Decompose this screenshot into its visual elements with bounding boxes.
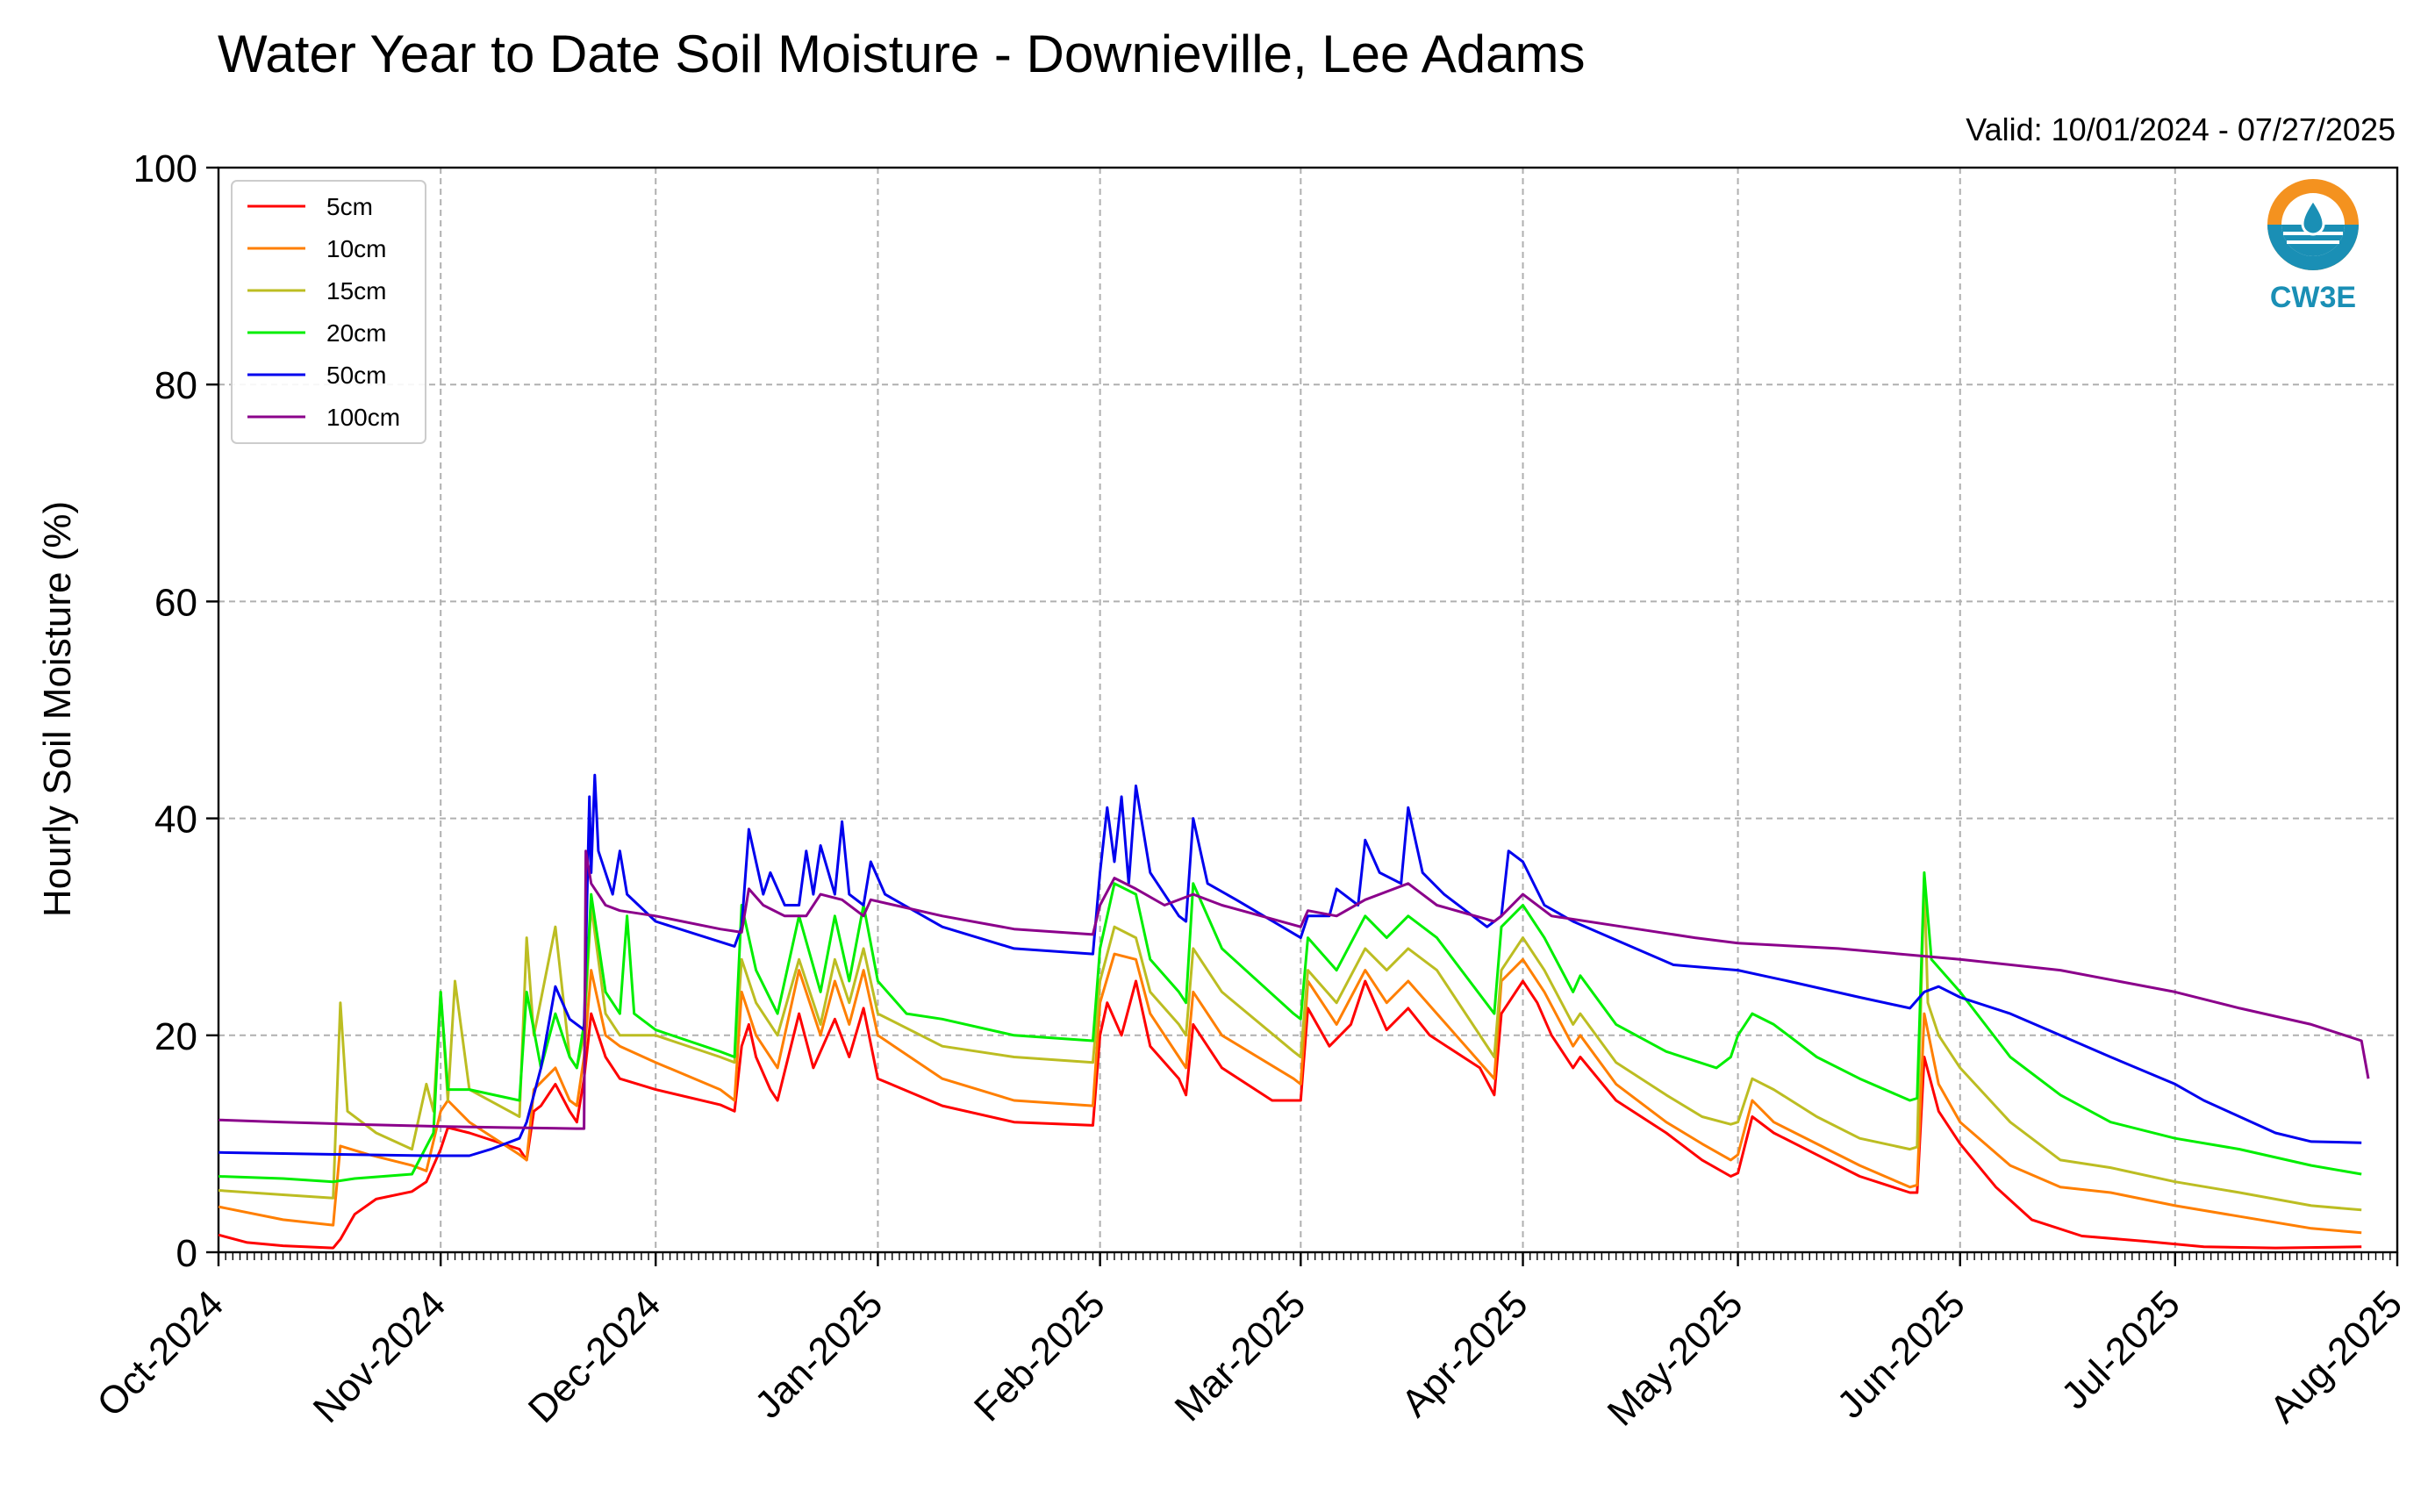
x-tick-label: Jul-2025 (2053, 1282, 2188, 1417)
x-tick-label: Dec-2024 (520, 1282, 670, 1431)
x-tick-label: Oct-2024 (89, 1282, 232, 1425)
y-tick-label: 100 (133, 147, 197, 190)
legend-label-50cm: 50cm (326, 362, 386, 389)
series-line-50cm (218, 773, 2362, 1157)
series-line-15cm (218, 877, 2362, 1212)
x-tick-label: Aug-2025 (2261, 1282, 2410, 1431)
series-line-10cm (218, 952, 2362, 1235)
y-tick-label: 80 (154, 364, 197, 407)
y-tick-label: 40 (154, 799, 197, 842)
grid-lines (218, 168, 2397, 1252)
y-tick-label: 0 (176, 1232, 197, 1275)
legend-label-15cm: 15cm (326, 277, 386, 305)
legend-box (231, 180, 426, 444)
series-line-100cm (218, 849, 2370, 1130)
x-tick-label: Nov-2024 (305, 1282, 455, 1431)
legend-label-20cm: 20cm (326, 319, 386, 347)
x-tick-label: Mar-2025 (1167, 1282, 1314, 1430)
x-tick-label: Jun-2025 (1829, 1282, 1973, 1426)
y-axis-label: Hourly Soil Moisture (%) (36, 501, 79, 917)
y-tick-label: 20 (154, 1015, 197, 1058)
chart-subtitle: Valid: 10/01/2024 - 07/27/2025 (1966, 111, 2396, 147)
cw3e-logo: CW3E (2267, 179, 2359, 314)
chart-title: Water Year to Date Soil Moisture - Downi… (218, 25, 1586, 83)
legend: 5cm 10cm 15cm 20cm 50cm 100cm (231, 180, 426, 444)
plot-area-frame (217, 166, 2399, 1254)
legend-label-100cm: 100cm (326, 404, 400, 431)
series-lines (218, 773, 2370, 1250)
x-tick-label: Jan-2025 (747, 1282, 891, 1426)
logo-text: CW3E (2270, 281, 2356, 314)
x-tick-label: Apr-2025 (1393, 1282, 1536, 1425)
x-tick-label: Feb-2025 (966, 1282, 1114, 1430)
x-axis-ticks: Oct-2024 Nov-2024 Dec-2024 Jan-2025 Feb-2025… (89, 1252, 2410, 1434)
y-tick-label: 60 (154, 581, 197, 624)
y-axis-ticks: 0 20 40 60 80 100 (133, 147, 218, 1275)
legend-label-10cm: 10cm (326, 235, 386, 262)
series-line-5cm (218, 979, 2362, 1250)
x-tick-label: May-2025 (1600, 1282, 1751, 1434)
series-line-20cm (218, 871, 2362, 1184)
legend-label-5cm: 5cm (326, 193, 373, 220)
